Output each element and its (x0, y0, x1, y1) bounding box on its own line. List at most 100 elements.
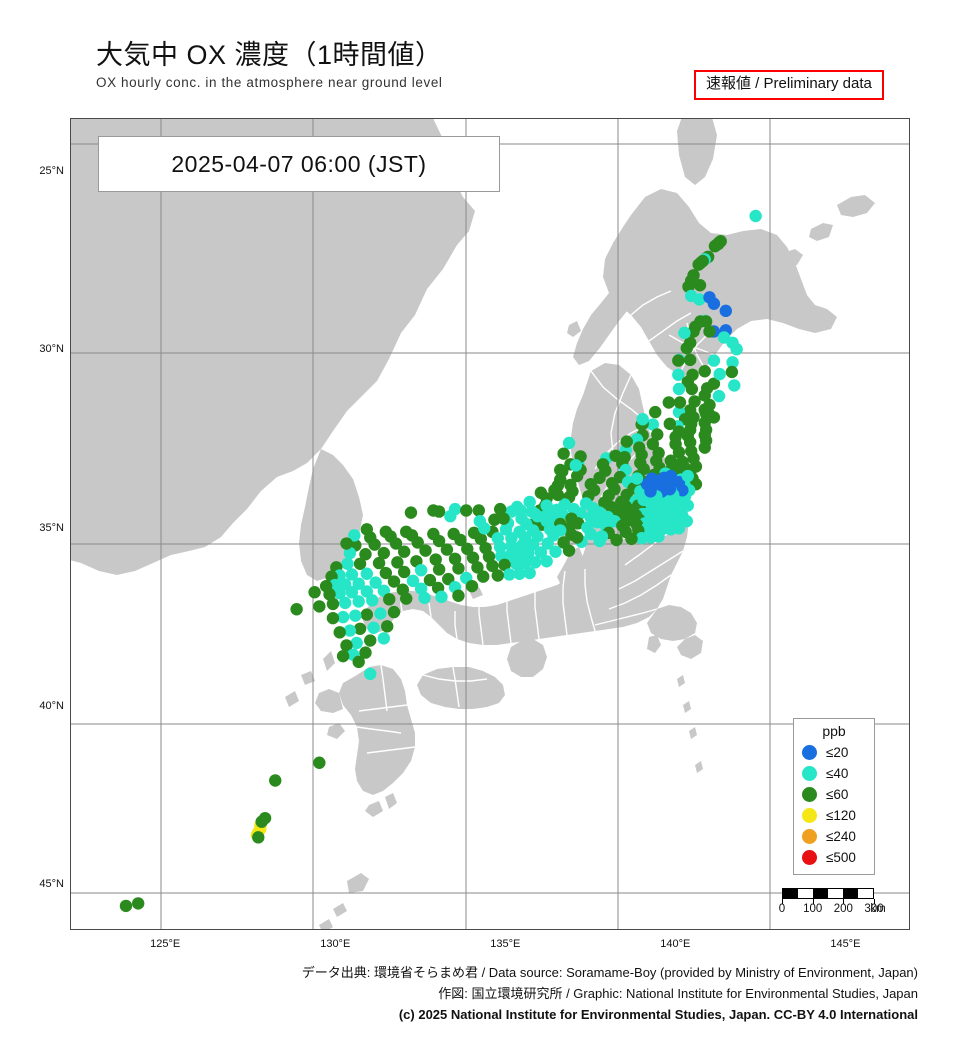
observation-point[interactable] (471, 561, 484, 574)
observation-point[interactable] (308, 586, 321, 599)
observation-point[interactable] (372, 556, 386, 570)
observation-point[interactable] (360, 523, 374, 536)
observation-point[interactable] (703, 325, 716, 338)
observation-point[interactable] (688, 395, 701, 408)
observation-point[interactable] (491, 569, 504, 582)
observation-point[interactable] (444, 509, 457, 523)
observation-point[interactable] (510, 500, 524, 514)
legend-row[interactable]: ≤240 (800, 826, 868, 847)
observation-point[interactable] (554, 524, 567, 537)
observation-point[interactable] (551, 488, 565, 502)
observation-point[interactable] (364, 634, 377, 647)
observation-point[interactable] (673, 396, 687, 409)
observation-point[interactable] (440, 543, 454, 556)
observation-point[interactable] (336, 610, 350, 624)
observation-point[interactable] (730, 343, 743, 356)
observation-point[interactable] (359, 646, 372, 659)
observation-point[interactable] (313, 600, 326, 613)
observation-point[interactable] (466, 551, 480, 564)
observation-point[interactable] (400, 525, 413, 539)
observation-point[interactable] (651, 428, 664, 441)
observation-point[interactable] (432, 563, 446, 576)
observation-point[interactable] (474, 532, 488, 546)
observation-point[interactable] (645, 472, 659, 485)
observation-point[interactable] (562, 436, 576, 450)
observation-point[interactable] (343, 546, 357, 560)
observation-point[interactable] (389, 537, 403, 550)
observation-point[interactable] (700, 382, 714, 395)
observation-point[interactable] (531, 509, 544, 523)
observation-point[interactable] (497, 512, 510, 525)
observation-point[interactable] (341, 557, 354, 570)
observation-point[interactable] (523, 566, 536, 580)
observation-point[interactable] (646, 418, 660, 431)
observation-point[interactable] (465, 579, 479, 593)
observation-point[interactable] (345, 568, 359, 581)
observation-point[interactable] (377, 632, 391, 645)
observation-point[interactable] (360, 608, 374, 621)
observation-point[interactable] (749, 209, 762, 223)
observation-point[interactable] (432, 534, 446, 548)
observation-point[interactable] (493, 502, 507, 516)
observation-point[interactable] (352, 595, 365, 608)
observation-point[interactable] (681, 469, 694, 483)
observation-point[interactable] (513, 567, 526, 580)
observation-point[interactable] (498, 558, 511, 572)
legend-row[interactable]: ≤120 (800, 805, 868, 826)
observation-point[interactable] (574, 507, 587, 520)
observation-point[interactable] (649, 405, 662, 419)
observation-point[interactable] (505, 539, 518, 553)
observation-point[interactable] (368, 538, 381, 551)
observation-point[interactable] (387, 605, 401, 619)
observation-point[interactable] (680, 341, 693, 355)
observation-point[interactable] (595, 530, 609, 543)
observation-point[interactable] (698, 365, 711, 378)
observation-point[interactable] (360, 585, 374, 598)
observation-point[interactable] (379, 566, 393, 580)
observation-point[interactable] (352, 577, 365, 590)
observation-point[interactable] (569, 459, 583, 472)
observation-point[interactable] (725, 365, 739, 379)
observation-point[interactable] (593, 471, 606, 485)
observation-point[interactable] (630, 472, 644, 485)
observation-point[interactable] (326, 611, 340, 625)
observation-point[interactable] (414, 563, 428, 577)
observation-point[interactable] (534, 486, 548, 499)
observation-point[interactable] (131, 897, 145, 910)
observation-point[interactable] (340, 537, 353, 550)
observation-point[interactable] (570, 531, 584, 544)
observation-point[interactable] (662, 396, 675, 409)
observation-point[interactable] (360, 567, 374, 580)
observation-point[interactable] (442, 572, 455, 586)
observation-point[interactable] (472, 504, 485, 517)
observation-point[interactable] (609, 449, 622, 462)
observation-point[interactable] (646, 437, 660, 451)
observation-point[interactable] (429, 553, 442, 566)
observation-point[interactable] (562, 544, 576, 557)
observation-point[interactable] (423, 573, 437, 587)
observation-point[interactable] (513, 548, 526, 561)
observation-point[interactable] (657, 471, 671, 485)
observation-point[interactable] (454, 533, 467, 547)
observation-point[interactable] (570, 469, 584, 483)
observation-point[interactable] (269, 774, 282, 787)
observation-point[interactable] (541, 537, 554, 550)
observation-point[interactable] (698, 441, 711, 454)
observation-point[interactable] (683, 353, 697, 367)
observation-point[interactable] (326, 597, 340, 611)
observation-point[interactable] (644, 485, 657, 498)
observation-point[interactable] (556, 507, 569, 521)
observation-point[interactable] (663, 417, 677, 431)
observation-point[interactable] (366, 594, 379, 607)
observation-point[interactable] (708, 239, 722, 253)
observation-point[interactable] (460, 504, 473, 517)
observation-point[interactable] (374, 607, 387, 620)
observation-point[interactable] (383, 593, 396, 606)
observation-point[interactable] (636, 413, 649, 426)
legend-row[interactable]: ≤20 (800, 742, 868, 763)
observation-point[interactable] (584, 527, 597, 541)
observation-point[interactable] (387, 575, 401, 588)
observation-point[interactable] (509, 557, 523, 570)
observation-point[interactable] (419, 544, 432, 557)
observation-point[interactable] (397, 565, 411, 579)
